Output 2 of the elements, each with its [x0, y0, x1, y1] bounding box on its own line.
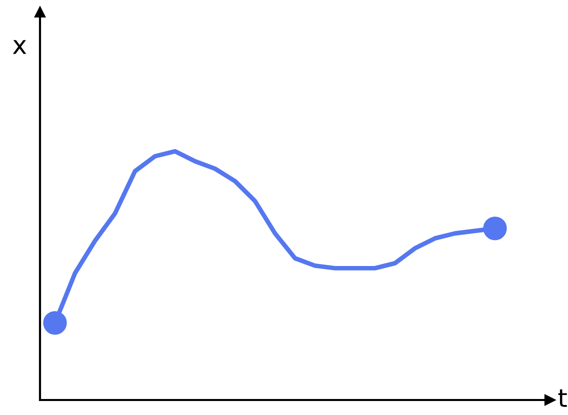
y-axis-title: x [12, 40, 26, 54]
x-axis-title: t [558, 389, 567, 407]
